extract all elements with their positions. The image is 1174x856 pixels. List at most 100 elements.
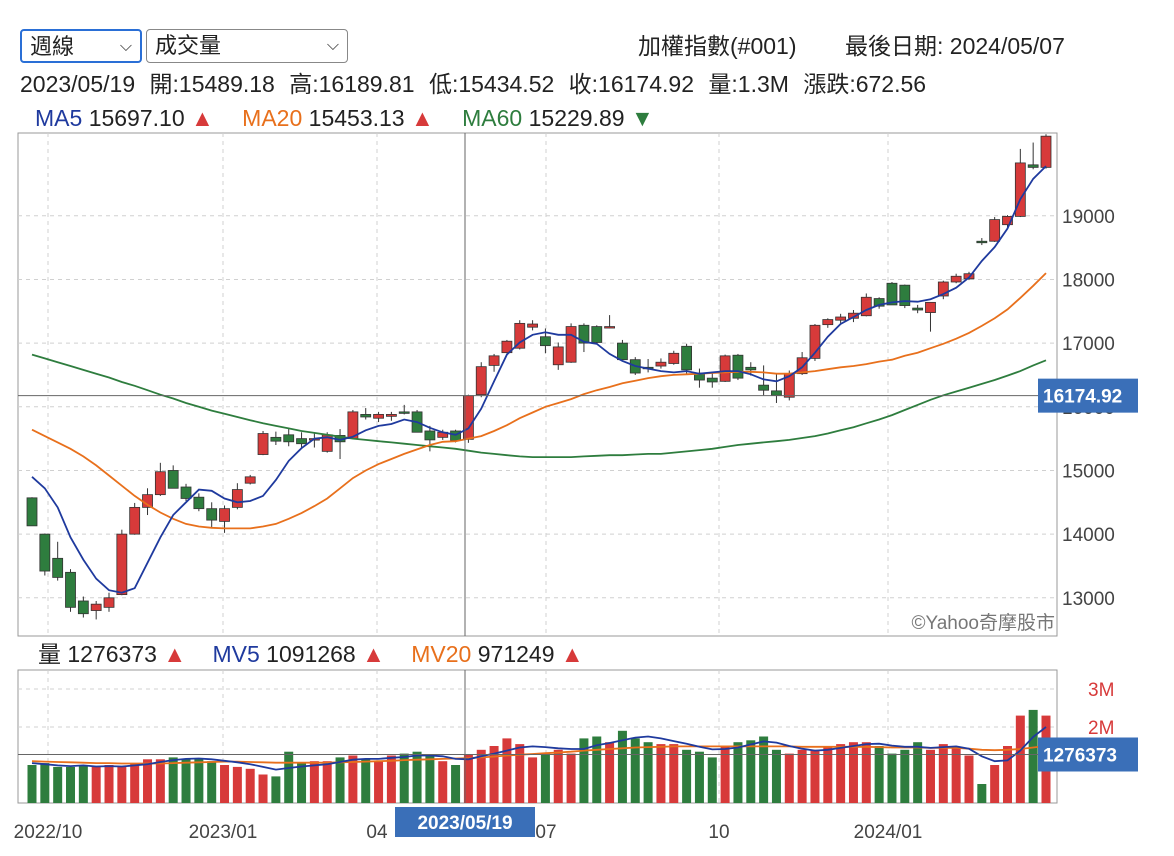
volume-bar [605,742,615,803]
volume-bar [528,757,538,803]
candle-body [385,414,397,417]
volume-bar [848,742,858,803]
volume-bar [656,744,666,803]
date-badge [395,807,535,837]
candle-body [732,354,744,379]
volume-bar [309,761,319,803]
volume-bar [335,757,345,803]
vol-label: 量 [38,641,61,667]
candle-body [26,497,38,527]
price-badge-text: 16174.92 [1043,387,1122,408]
volume-bar [438,761,448,803]
ma20-line [31,272,1047,530]
candle-body [193,496,205,510]
candle-body [52,557,64,578]
volume-bar [155,759,165,803]
candle-body [937,281,949,297]
candle-body [925,301,936,313]
candle-body [270,436,282,442]
candle-body [527,323,538,328]
volume-bar [579,738,589,803]
date-tick-label: 10 [708,822,729,843]
mv5-arrow-icon: ▲ [362,641,385,667]
candle-body [860,296,872,317]
candle-body [822,319,834,326]
ohlc-close: 收:16174.92 [568,71,694,97]
price-tick-label: 13000 [1062,589,1115,610]
ma5-line [31,165,1047,594]
volume-bar [143,759,153,803]
indicator-select[interactable]: 成交量 ⌵ [146,29,348,63]
volume-tick-label: 2M [1088,718,1114,739]
mv20-value: 971249 [477,641,555,667]
volume-bar [220,765,230,803]
candle-body [501,340,513,354]
volume-bar [1028,709,1038,803]
candle-body [488,355,500,366]
candle-body [719,355,731,382]
volume-legend: 量 1276373 ▲ MV5 1091268 ▲ MV20 971249 ▲ [38,640,584,668]
ma60-line [31,353,1047,459]
volume-bar [284,751,294,803]
chevron-down-icon: ⌵ [119,38,132,55]
chevron-down-icon: ⌵ [326,37,339,54]
volume-bar [130,763,140,803]
volume-bar [784,753,794,803]
price-panel-frame [17,132,1058,637]
candle-body [668,352,680,364]
candle-body [552,346,564,366]
candle-body [578,324,590,344]
ma20-label: MA20 [242,105,303,131]
volume-bar [232,766,242,803]
candle-body [65,571,76,608]
candle-body [681,345,693,371]
candle-body [604,326,615,329]
volume-bar [168,757,178,803]
candle-body [167,470,179,489]
candle-body [206,508,218,521]
candle-body [899,284,911,306]
volume-bar [322,761,332,803]
mv5-value: 1091268 [266,641,356,667]
volume-bar [810,749,820,803]
candle-body [39,533,51,572]
candle-body [617,342,628,361]
ma60-label: MA60 [462,105,523,131]
price-tick-label: 15000 [1062,461,1115,482]
volume-tick-label: 3M [1088,680,1114,701]
volume-bar [104,765,114,803]
volume-bar [181,759,191,803]
candle-body [90,603,102,611]
volume-bar [682,749,692,803]
candle-body [809,324,821,359]
volume-bar [53,766,63,803]
volume-bar [540,753,550,803]
volume-bar [515,744,525,803]
candle-body [796,357,808,375]
candle-body [758,384,770,391]
period-select[interactable]: 週線 ⌵ [20,29,142,63]
indicator-select-value: 成交量 [155,33,222,58]
volume-bar [861,742,871,803]
date-tick-label: 04 [366,822,388,843]
date-tick-label: 2023/01 [189,822,258,843]
candle-body [591,326,603,343]
candle-body [219,508,230,522]
price-badge [1038,378,1138,413]
volume-bar [566,753,576,803]
ohlc-high: 高:16189.81 [289,71,415,97]
ma60-value: 15229.89 [528,105,625,131]
candle-body [77,600,89,615]
candle-body [103,597,115,608]
volume-bar [502,738,512,803]
ma60-arrow-icon: ▼ [630,105,654,131]
watermark: ©Yahoo奇摩股市 [911,612,1055,634]
volume-bar [630,738,640,803]
volume-bar [553,749,563,803]
volume-bar [694,751,704,803]
volume-bar [938,744,948,803]
volume-bar [412,751,422,803]
mv20-arrow-icon: ▲ [560,641,584,667]
candle-body [565,326,577,363]
